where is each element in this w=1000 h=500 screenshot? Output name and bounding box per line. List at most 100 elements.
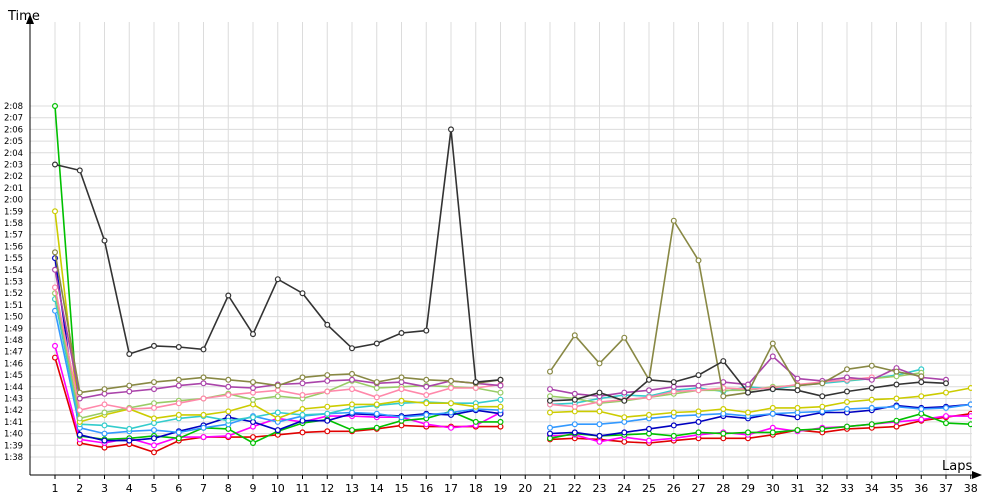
data-point [349,427,356,434]
y-tick-label: 1:38 [4,453,23,463]
data-point [423,400,430,407]
data-point [596,360,603,367]
data-point [843,366,850,373]
data-point [769,353,776,360]
data-point [546,424,553,431]
x-axis-title: Laps [942,459,972,474]
data-point [373,394,380,401]
data-point [645,425,652,432]
data-point [225,392,232,399]
data-point [942,380,949,387]
data-point [546,409,553,416]
data-point [497,382,504,389]
data-point [225,432,232,439]
data-point [967,385,972,391]
data-point [670,379,677,386]
data-point [250,331,257,338]
data-point [769,429,776,436]
data-point [918,406,925,413]
data-point [967,401,972,408]
data-point [571,390,578,397]
data-point [893,403,900,410]
data-point [274,427,281,434]
data-point [398,414,405,421]
data-point [423,327,430,334]
data-point [868,362,875,369]
x-tick-label: 9 [250,482,257,495]
data-point [621,414,628,421]
data-point [398,374,405,381]
data-point [373,401,380,408]
x-tick-label: 15 [395,482,409,495]
data-point [101,430,108,437]
x-tick-label: 10 [271,482,285,495]
data-point [670,383,677,390]
data-point [250,396,257,403]
data-point [126,388,133,395]
data-point [423,383,430,390]
y-tick-label: 1:51 [4,301,23,311]
data-point [225,408,232,415]
data-point [720,430,727,437]
data-point [497,403,504,410]
data-point [200,346,207,353]
y-tick-label: 1:52 [4,289,23,299]
data-point [670,409,677,416]
y-tick-label: 1:56 [4,242,23,252]
data-point [51,354,58,361]
x-tick-label: 34 [865,482,879,495]
data-point [225,425,232,432]
data-point [621,397,628,404]
y-tick-label: 1:39 [4,441,23,451]
x-tick-label: 11 [296,482,310,495]
x-tick-label: 19 [494,482,508,495]
data-point [175,382,182,389]
data-point [918,379,925,386]
data-point [51,284,58,291]
series-12 [51,126,949,404]
y-tick-label: 2:08 [4,102,23,112]
data-point [497,423,504,430]
data-point [51,208,58,215]
x-tick-label: 32 [815,482,829,495]
series-2 [51,342,972,449]
data-point [51,249,58,256]
data-point [967,421,972,428]
data-point [868,404,875,411]
data-point [621,334,628,341]
data-point [101,422,108,429]
data-point [175,344,182,351]
data-point [76,407,83,414]
data-point [670,217,677,224]
data-point [349,345,356,352]
series-9 [51,284,875,414]
series-line [549,387,971,419]
data-point [274,382,281,389]
data-point [398,422,405,429]
data-point [349,376,356,383]
data-point [250,418,257,425]
data-point [769,386,776,393]
x-tick-label: 30 [766,482,780,495]
data-point [497,376,504,383]
data-point [324,403,331,410]
x-tick-label: 37 [939,482,953,495]
data-point [51,161,58,168]
data-point [769,410,776,417]
y-tick-label: 1:48 [4,336,23,346]
series-line [549,415,971,443]
y-tick-label: 2:03 [4,161,23,171]
data-point [868,385,875,392]
y-tick-label: 1:50 [4,313,23,323]
data-point [819,408,826,415]
data-point [794,382,801,389]
data-point [324,372,331,379]
data-point [299,392,306,399]
data-point [918,410,925,417]
data-point [324,321,331,328]
data-point [546,430,553,437]
data-point [546,368,553,375]
x-tick-label: 1 [52,482,59,495]
